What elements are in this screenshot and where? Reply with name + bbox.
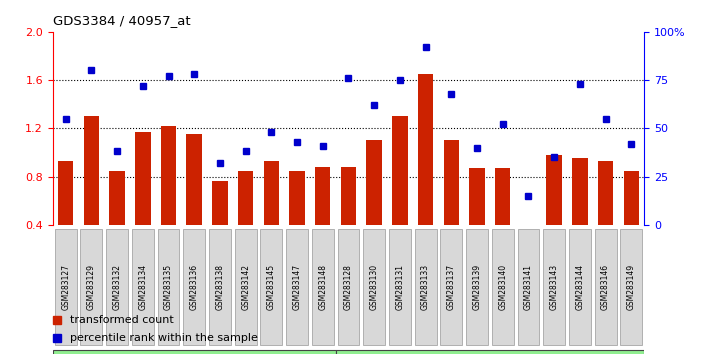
FancyBboxPatch shape — [415, 229, 436, 344]
Text: GSM283130: GSM283130 — [370, 264, 379, 310]
Bar — [109, 171, 125, 225]
FancyBboxPatch shape — [260, 229, 282, 344]
FancyBboxPatch shape — [55, 229, 77, 344]
Text: GSM283143: GSM283143 — [550, 264, 559, 310]
FancyBboxPatch shape — [441, 229, 463, 344]
Bar — [238, 171, 253, 225]
Bar — [212, 181, 227, 225]
Text: GSM283144: GSM283144 — [575, 264, 584, 310]
Bar — [187, 135, 202, 225]
FancyBboxPatch shape — [158, 229, 180, 344]
Text: GSM283132: GSM283132 — [113, 264, 122, 310]
Bar — [418, 74, 434, 225]
FancyBboxPatch shape — [466, 229, 488, 344]
FancyBboxPatch shape — [336, 350, 644, 354]
Text: GSM283146: GSM283146 — [601, 264, 610, 310]
Text: GSM283142: GSM283142 — [241, 264, 250, 310]
FancyBboxPatch shape — [312, 229, 334, 344]
Text: GSM283147: GSM283147 — [293, 264, 301, 310]
FancyBboxPatch shape — [517, 229, 539, 344]
Text: GSM283149: GSM283149 — [627, 264, 636, 310]
Text: GSM283129: GSM283129 — [87, 264, 96, 310]
Text: GSM283133: GSM283133 — [421, 264, 430, 310]
Bar — [84, 116, 99, 225]
Bar — [470, 168, 485, 225]
Text: GDS3384 / 40957_at: GDS3384 / 40957_at — [53, 14, 190, 27]
FancyBboxPatch shape — [543, 229, 565, 344]
Text: GSM283148: GSM283148 — [318, 264, 327, 310]
FancyBboxPatch shape — [569, 229, 591, 344]
Text: GSM283140: GSM283140 — [498, 264, 508, 310]
FancyBboxPatch shape — [492, 229, 514, 344]
FancyBboxPatch shape — [183, 229, 205, 344]
FancyBboxPatch shape — [620, 229, 642, 344]
FancyBboxPatch shape — [209, 229, 231, 344]
Text: percentile rank within the sample: percentile rank within the sample — [70, 333, 258, 343]
FancyBboxPatch shape — [363, 229, 385, 344]
Text: transformed count: transformed count — [70, 315, 173, 325]
FancyBboxPatch shape — [234, 229, 256, 344]
Bar — [161, 126, 176, 225]
Bar — [598, 161, 613, 225]
Text: GSM283135: GSM283135 — [164, 264, 173, 310]
Bar — [263, 161, 279, 225]
FancyBboxPatch shape — [53, 350, 336, 354]
FancyBboxPatch shape — [106, 229, 128, 344]
Text: GSM283139: GSM283139 — [472, 264, 482, 310]
Bar — [58, 161, 73, 225]
Bar — [367, 141, 382, 225]
FancyBboxPatch shape — [80, 229, 102, 344]
Text: GSM283137: GSM283137 — [447, 264, 455, 310]
Bar — [444, 141, 459, 225]
Text: GSM283141: GSM283141 — [524, 264, 533, 310]
FancyBboxPatch shape — [595, 229, 617, 344]
Bar — [289, 171, 305, 225]
Text: GSM283128: GSM283128 — [344, 264, 353, 310]
FancyBboxPatch shape — [337, 229, 360, 344]
Bar — [315, 167, 330, 225]
FancyBboxPatch shape — [286, 229, 308, 344]
Bar — [572, 159, 588, 225]
Bar — [392, 116, 408, 225]
Bar — [495, 168, 510, 225]
Text: GSM283145: GSM283145 — [267, 264, 276, 310]
FancyBboxPatch shape — [132, 229, 153, 344]
Text: GSM283127: GSM283127 — [61, 264, 70, 310]
Bar — [341, 167, 356, 225]
Bar — [135, 132, 151, 225]
Text: GSM283136: GSM283136 — [189, 264, 199, 310]
FancyBboxPatch shape — [389, 229, 411, 344]
Bar — [546, 155, 562, 225]
Text: GSM283134: GSM283134 — [138, 264, 147, 310]
Bar — [624, 171, 639, 225]
Text: GSM283131: GSM283131 — [396, 264, 404, 310]
Text: GSM283138: GSM283138 — [215, 264, 225, 310]
